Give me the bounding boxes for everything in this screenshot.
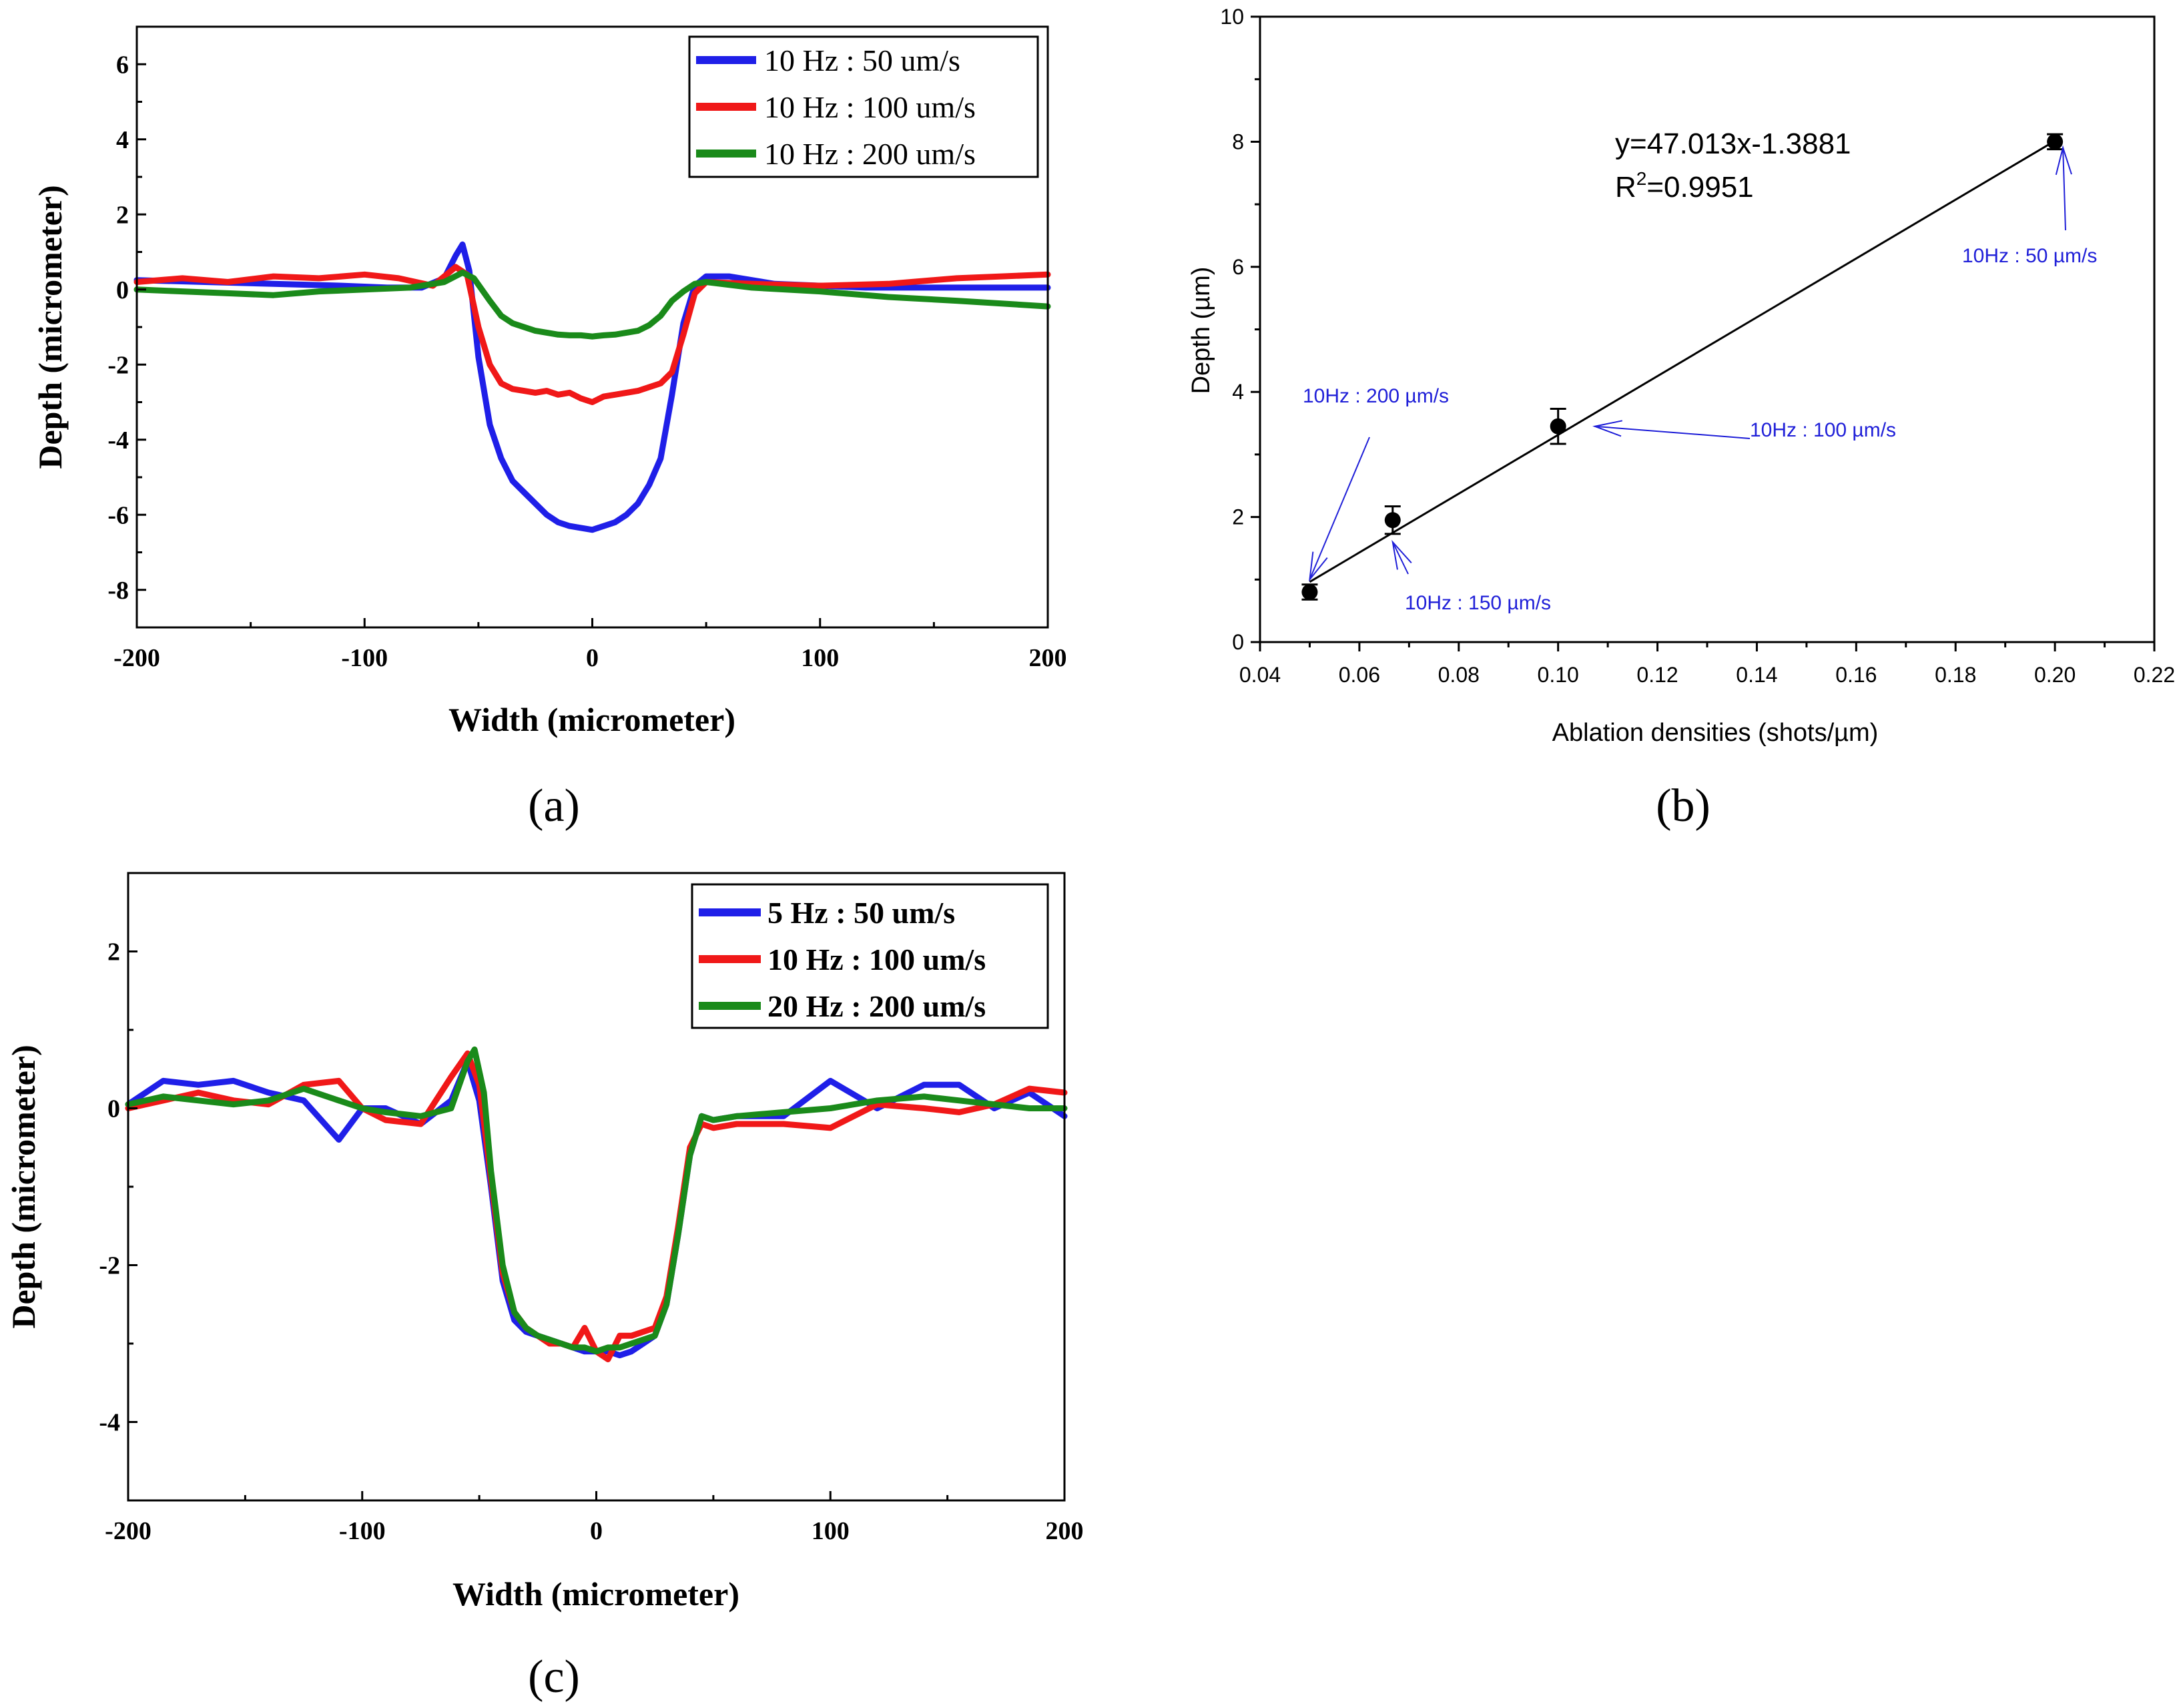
panel-a-y-tick-label: 4 xyxy=(116,126,129,154)
panel-b-data-point-1 xyxy=(1301,584,1318,601)
panel-a-legend-label-3: 10 Hz : 200 um/s xyxy=(764,137,976,171)
panel-b-y-ticks: 0 2 4 6 8 10 xyxy=(1220,5,1260,654)
panel-a-x-tick-label: -200 xyxy=(113,644,160,672)
panel-b-y-axis-title: Depth (µm) xyxy=(1187,267,1215,394)
panel-b-y-tick-label: 10 xyxy=(1220,5,1244,29)
panel-c-x-axis-title: Width (micrometer) xyxy=(452,1575,739,1613)
panel-b-y-tick-label: 0 xyxy=(1232,630,1244,654)
panel-a-y-tick-label: 6 xyxy=(116,51,129,79)
panel-a-y-tick-label: -2 xyxy=(107,351,129,379)
panel-a-y-tick-label: -6 xyxy=(107,501,129,529)
panel-a-y-ticks: -8 -6 -4 -2 0 2 4 6 xyxy=(107,25,146,629)
panel-c-series-line-3 xyxy=(125,1046,1068,1355)
panel-b-annotation-label-2: 10Hz : 150 µm/s xyxy=(1405,592,1551,614)
panel-c-x-tick-label: 0 xyxy=(590,1517,603,1545)
panel-a-legend-label-2: 10 Hz : 100 um/s xyxy=(764,90,976,124)
panel-b-x-axis-title: Ablation densities (shots/µm) xyxy=(1552,719,1879,747)
panel-b-y-tick-label: 4 xyxy=(1232,380,1244,404)
panel-c-y-axis-title: Depth (micrometer) xyxy=(5,1045,42,1328)
panel-c-y-ticks: -4 -2 0 2 xyxy=(99,872,137,1502)
panel-c-x-tick-label: -200 xyxy=(105,1517,151,1545)
panel-b-x-tick-label: 0.08 xyxy=(1438,663,1480,687)
panel-a-legend-label-1: 10 Hz : 50 um/s xyxy=(764,43,960,77)
panel-a-series-line-2 xyxy=(133,264,1051,405)
panel-b-fit-line xyxy=(1309,139,2056,583)
panel-a-x-tick-label: 200 xyxy=(1029,644,1067,672)
panel-a-y-tick-label: 0 xyxy=(116,276,129,304)
panel-a-x-tick-label: -100 xyxy=(341,644,388,672)
panel-b-data-point-2 xyxy=(1384,512,1401,529)
panel-b-fit-equation: y=47.013x-1.3881 xyxy=(1615,127,1851,160)
panel-a-x-ticks: -200 -100 0 100 200 xyxy=(113,618,1067,672)
panel-c-series-line-2 xyxy=(125,1050,1068,1362)
panel-b-x-tick-label: 0.12 xyxy=(1636,663,1678,687)
panel-b-label: (b) xyxy=(1656,780,1710,832)
panel-c: -200 -100 0 100 200 -4 -2 0 2 Width (micrometer… xyxy=(5,872,1084,1703)
panel-b-data-point-4 xyxy=(2047,133,2064,150)
panel-b-x-tick-label: 0.16 xyxy=(1835,663,1877,687)
panel-c-x-tick-label: 200 xyxy=(1046,1517,1084,1545)
panel-a-y-axis-title: Depth (micrometer) xyxy=(31,185,69,469)
panel-b-x-tick-label: 0.18 xyxy=(1935,663,1976,687)
panel-c-legend-label-2: 10 Hz : 100 um/s xyxy=(767,942,986,976)
panel-c-legend-label-1: 5 Hz : 50 um/s xyxy=(767,896,955,930)
panel-a-y-tick-label: -4 xyxy=(107,426,129,455)
panel-b-annotation-arrow-3 xyxy=(1594,425,1751,439)
panel-c-x-tick-label: 100 xyxy=(812,1517,850,1545)
panel-b-annotations-group: 10Hz : 200 µm/s 10Hz : 150 µm/s 10Hz : 100… xyxy=(1303,145,2097,614)
panel-a-series-group xyxy=(133,241,1051,533)
panel-a-series-line-3 xyxy=(133,269,1051,340)
panel-a-y-tick-label: 2 xyxy=(116,201,129,229)
panel-b-x-tick-label: 0.20 xyxy=(2034,663,2076,687)
panel-c-label: (c) xyxy=(528,1651,580,1703)
panel-b-annotation-label-1: 10Hz : 200 µm/s xyxy=(1303,385,1449,407)
panel-b-r2-value: =0.9951 xyxy=(1646,171,1753,204)
panel-b-annotation-arrow-4 xyxy=(2062,148,2066,231)
panel-b-points-group xyxy=(1301,133,2064,601)
panel-c-y-tick-label: -2 xyxy=(99,1252,120,1280)
panel-b-x-ticks: 0.04 0.06 0.08 0.10 0.12 0.14 0.16 0.18 0.20 0.22 xyxy=(1239,642,2175,687)
panel-a-x-axis-title: Width (micrometer) xyxy=(448,701,735,738)
panel-a-label: (a) xyxy=(528,780,580,832)
panel-c-legend: 5 Hz : 50 um/s 10 Hz : 100 um/s 20 Hz : … xyxy=(691,883,1049,1029)
panel-c-y-tick-label: 0 xyxy=(107,1095,120,1123)
panel-b-annotation-label-4: 10Hz : 50 µm/s xyxy=(1962,245,2097,267)
panel-b-fit-r2: R2=0.9951 xyxy=(1615,168,1754,204)
panel-b-fit-line-group xyxy=(1309,139,2056,583)
panel-b-annotation-arrowhead-1 xyxy=(1309,551,1328,582)
panel-a-y-tick-label: -8 xyxy=(107,577,129,605)
panel-c-legend-label-3: 20 Hz : 200 um/s xyxy=(767,989,986,1023)
panel-b-x-tick-label: 0.04 xyxy=(1239,663,1281,687)
panel-c-y-tick-label: 2 xyxy=(107,938,120,966)
panel-b-x-tick-label: 0.10 xyxy=(1538,663,1579,687)
panel-b-annotation-arrow-1 xyxy=(1309,437,1370,580)
panel-b-data-point-3 xyxy=(1550,418,1566,435)
panel-b-y-tick-label: 8 xyxy=(1232,129,1244,154)
panel-b-y-tick-label: 6 xyxy=(1232,255,1244,279)
panel-b-annotation-arrowhead-2 xyxy=(1391,539,1412,570)
panel-b-annotation-arrow-2 xyxy=(1391,541,1409,575)
panel-b-annotation-arrowhead-3 xyxy=(1592,420,1623,437)
panel-b-annotation-arrowhead-4 xyxy=(2055,145,2072,176)
panel-c-y-tick-label: -4 xyxy=(99,1409,120,1437)
panel-b-r2-exponent: 2 xyxy=(1636,168,1647,189)
panel-c-x-ticks: -200 -100 0 100 200 xyxy=(105,1491,1084,1545)
panel-b-y-tick-label: 2 xyxy=(1232,505,1244,529)
panel-c-series-group xyxy=(125,1046,1068,1362)
panel-b-x-tick-label: 0.06 xyxy=(1339,663,1380,687)
panel-a-x-tick-label: 0 xyxy=(586,644,599,672)
panel-b-x-tick-label: 0.22 xyxy=(2134,663,2175,687)
panel-b-r2-prefix: R xyxy=(1615,171,1636,204)
panel-b-annotation-label-3: 10Hz : 100 µm/s xyxy=(1750,419,1896,441)
panel-a-x-tick-label: 100 xyxy=(801,644,839,672)
panel-a: -200 -100 0 100 200 -8 -6 -4 -2 0 2 4 6 Width (micr… xyxy=(31,25,1067,832)
panel-a-legend: 10 Hz : 50 um/s 10 Hz : 100 um/s 10 Hz :… xyxy=(688,35,1039,178)
panel-b-x-tick-label: 0.14 xyxy=(1736,663,1777,687)
panel-b: 0.04 0.06 0.08 0.10 0.12 0.14 0.16 0.18 0.20 0.22… xyxy=(1187,5,2175,832)
panel-c-x-tick-label: -100 xyxy=(339,1517,386,1545)
